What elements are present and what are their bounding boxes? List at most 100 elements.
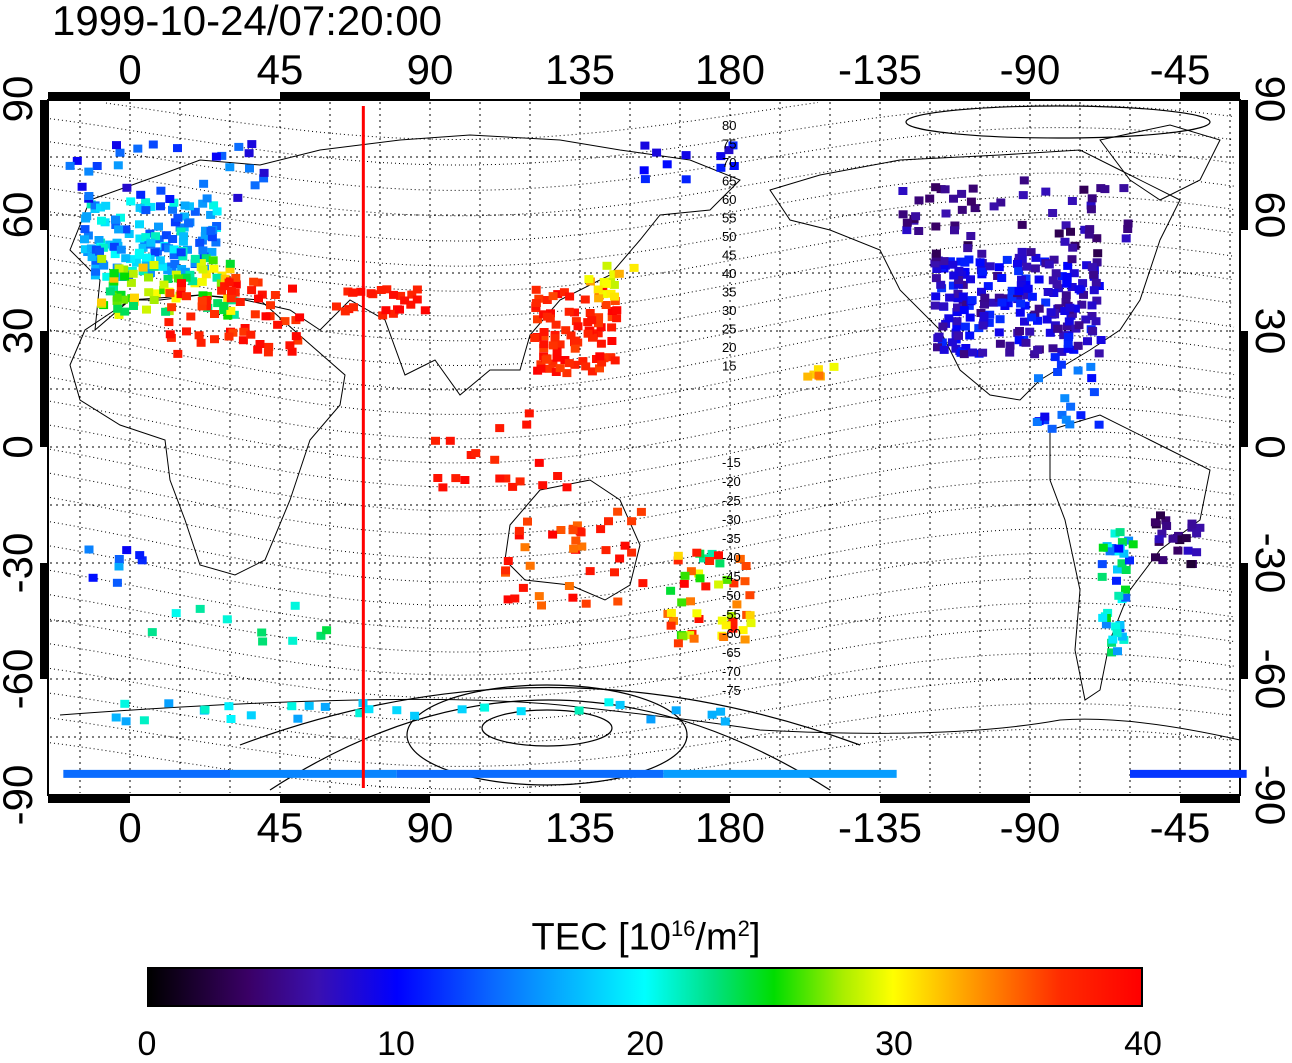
x-tick-label: 90 [407, 804, 454, 851]
tec-cell [225, 265, 235, 274]
x-tick-label: 45 [257, 46, 304, 93]
tec-cell [989, 202, 999, 211]
tec-cell [594, 319, 603, 328]
tec-cell [86, 244, 96, 253]
tec-cell [1032, 418, 1042, 426]
tec-cell [146, 202, 156, 211]
tec-cell [1017, 247, 1027, 256]
tec-cell [681, 151, 691, 160]
tec-cell [580, 295, 590, 304]
tec-cell [994, 263, 1004, 272]
tec-observations [63, 140, 1247, 778]
tec-cell [629, 263, 639, 272]
tec-cell [1114, 544, 1124, 553]
tec-cell [960, 258, 970, 267]
tec-cell [119, 295, 128, 304]
tec-cell [950, 226, 959, 235]
tec-cell [542, 296, 552, 304]
tec-colorbar [147, 967, 1143, 1007]
tec-cell [1094, 349, 1104, 358]
tec-cell [137, 556, 147, 565]
tec-cell [673, 639, 683, 648]
tec-cell [539, 328, 549, 336]
tec-cell [1068, 243, 1078, 252]
tec-cell [968, 348, 978, 357]
tec-cell [979, 312, 989, 320]
tec-cell [610, 568, 619, 577]
tec-cell [952, 321, 962, 330]
tec-cell [1014, 287, 1024, 296]
tec-cell [1113, 565, 1122, 574]
tec-cell [536, 364, 546, 373]
tec-cell [569, 544, 579, 553]
tec-cell [1123, 219, 1133, 228]
tec-cell [1097, 572, 1107, 581]
tec-cell [680, 571, 690, 580]
tec-cell [84, 545, 94, 554]
tec-cell [235, 298, 245, 306]
tec-cell [1082, 261, 1092, 270]
tec-cell [381, 306, 391, 315]
tec-cell [745, 591, 755, 600]
tec-cell [140, 239, 150, 247]
tec-cell [198, 199, 208, 208]
tec-cell [523, 517, 532, 526]
tec-cell [200, 232, 210, 241]
tec-cell [226, 715, 236, 723]
contour-label: -35 [722, 531, 741, 546]
tec-cell [412, 285, 422, 294]
tec-cell [949, 194, 958, 203]
tec-cell [186, 312, 196, 321]
tec-cell [206, 210, 216, 219]
tec-cell [115, 148, 125, 157]
tec-cell [1066, 227, 1075, 236]
tec-cell [129, 297, 139, 306]
tec-cell [538, 481, 548, 490]
tec-cell [114, 225, 124, 234]
tec-cell [689, 634, 699, 643]
tec-cell [126, 278, 136, 287]
contour-label: -15 [722, 455, 741, 470]
tec-cell [209, 264, 219, 273]
tec-cell [740, 577, 750, 586]
colorbar-tick: 30 [875, 1025, 913, 1063]
tec-map: 0 45 90 135 180 -135 -90 -45 0 45 90 135 180 -135 -90… [0, 46, 1292, 851]
tec-cell [593, 329, 603, 338]
tec-cell [266, 301, 275, 310]
tec-cell [949, 271, 959, 280]
north-america-outline [769, 149, 1181, 401]
tec-cell [1048, 344, 1058, 353]
tec-cell [180, 212, 190, 221]
tec-cell [728, 141, 738, 150]
tec-cell [94, 236, 104, 244]
tec-cell [803, 372, 813, 381]
tec-cell [1015, 327, 1024, 335]
tec-cell [536, 360, 546, 369]
tec-cell [197, 296, 207, 305]
tec-cell [570, 344, 580, 353]
tec-cell [97, 298, 107, 307]
tec-cell [400, 296, 410, 305]
tec-cell [997, 298, 1007, 307]
tec-cell [627, 548, 637, 557]
tec-cell [349, 303, 358, 312]
tec-cell [813, 365, 823, 374]
tec-cell [1019, 176, 1029, 185]
tec-cell [1119, 549, 1129, 558]
tec-cell [501, 474, 511, 483]
tec-cell [548, 292, 558, 301]
australia-outline [504, 479, 641, 601]
tec-cell [514, 526, 524, 535]
tec-cell [164, 699, 174, 708]
tec-cell [568, 526, 578, 535]
tec-cell [173, 274, 183, 283]
tec-cell [533, 315, 542, 324]
tec-cell [952, 308, 962, 317]
tec-cell [91, 267, 101, 276]
tec-cell [960, 322, 970, 331]
tec-cell [255, 340, 265, 348]
tec-cell [340, 307, 350, 316]
tec-cell [109, 269, 119, 278]
tec-cell [1017, 220, 1027, 229]
tec-cell [291, 332, 301, 341]
